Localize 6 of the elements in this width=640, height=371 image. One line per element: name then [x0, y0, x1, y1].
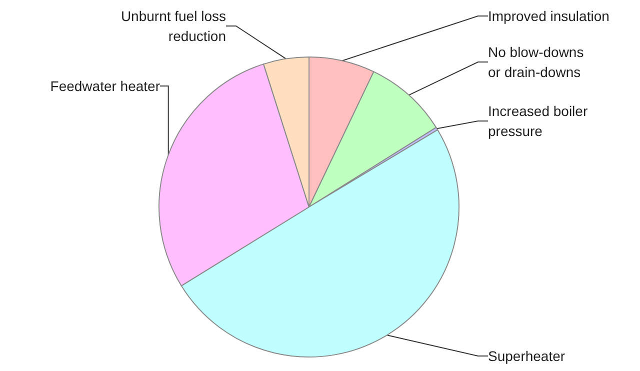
slice-label: Superheater	[488, 348, 566, 364]
slice-label: Unburnt fuel loss reduction	[120, 8, 226, 44]
slice-label: Increased boiler pressure	[488, 103, 588, 139]
slice-label: Improved insulation	[488, 8, 610, 24]
slice-label: No blow-downs or drain-downs	[488, 44, 584, 80]
slice-label: Feedwater heater	[50, 78, 160, 94]
